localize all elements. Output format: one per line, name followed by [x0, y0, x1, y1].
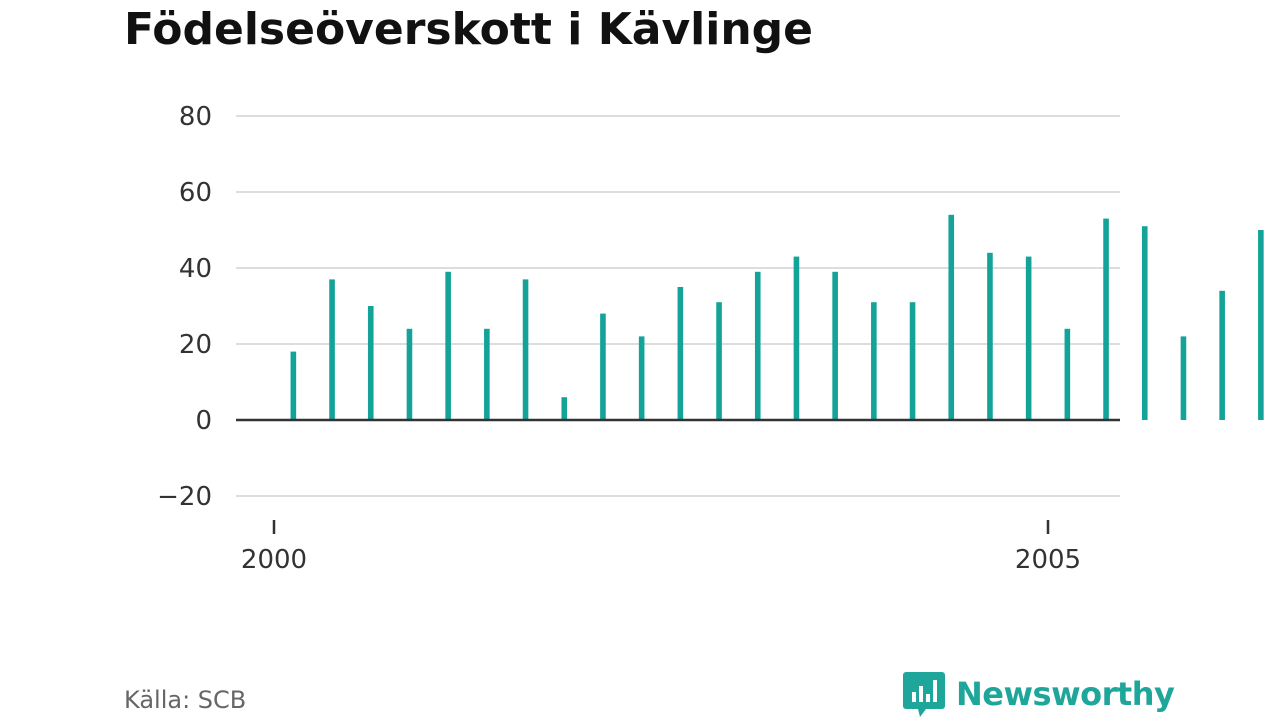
- bar: [677, 287, 684, 420]
- y-tick-label: 80: [179, 102, 212, 132]
- bar: [1258, 230, 1264, 420]
- bar: [1141, 226, 1148, 420]
- y-tick-label: 20: [179, 330, 212, 360]
- bar: [1103, 218, 1109, 420]
- bar: [290, 351, 297, 420]
- bar: [1219, 290, 1225, 420]
- bar: [406, 328, 413, 420]
- bar: [484, 328, 490, 420]
- x-tick-label: 2005: [1015, 545, 1081, 575]
- bar: [367, 306, 374, 420]
- x-axis: 200020052010201520202025: [236, 418, 1120, 575]
- bar: [1025, 256, 1032, 420]
- bar: [716, 302, 722, 420]
- brand-name: Newsworthy: [956, 675, 1175, 713]
- bar: [445, 271, 451, 420]
- y-tick-label: 0: [195, 406, 212, 436]
- bar: [1180, 336, 1187, 420]
- bar: [1064, 328, 1071, 420]
- bar: [832, 271, 838, 420]
- brand: Newsworthy: [902, 670, 1175, 718]
- bar: [754, 271, 761, 420]
- x-tick-label: 2000: [241, 545, 307, 575]
- bars: [290, 214, 1264, 420]
- y-axis: 80 60 40 20 0 −20: [157, 102, 212, 512]
- bar: [329, 279, 335, 420]
- chart-title: Födelseöverskott i Kävlinge: [124, 4, 813, 55]
- bar: [522, 279, 529, 420]
- source-note: Källa: SCB: [124, 686, 247, 714]
- bar: [638, 336, 645, 420]
- bar: [793, 256, 800, 420]
- bar: [909, 302, 916, 420]
- bar: [561, 397, 568, 420]
- y-tick-label: −20: [157, 482, 212, 512]
- y-tick-label: 60: [179, 178, 212, 208]
- bar: [948, 214, 955, 420]
- bar: [600, 313, 606, 420]
- bar: [871, 302, 877, 420]
- y-tick-label: 40: [179, 254, 212, 284]
- bar-chart-speech-bubble-icon: [903, 672, 945, 717]
- bar: [987, 252, 993, 420]
